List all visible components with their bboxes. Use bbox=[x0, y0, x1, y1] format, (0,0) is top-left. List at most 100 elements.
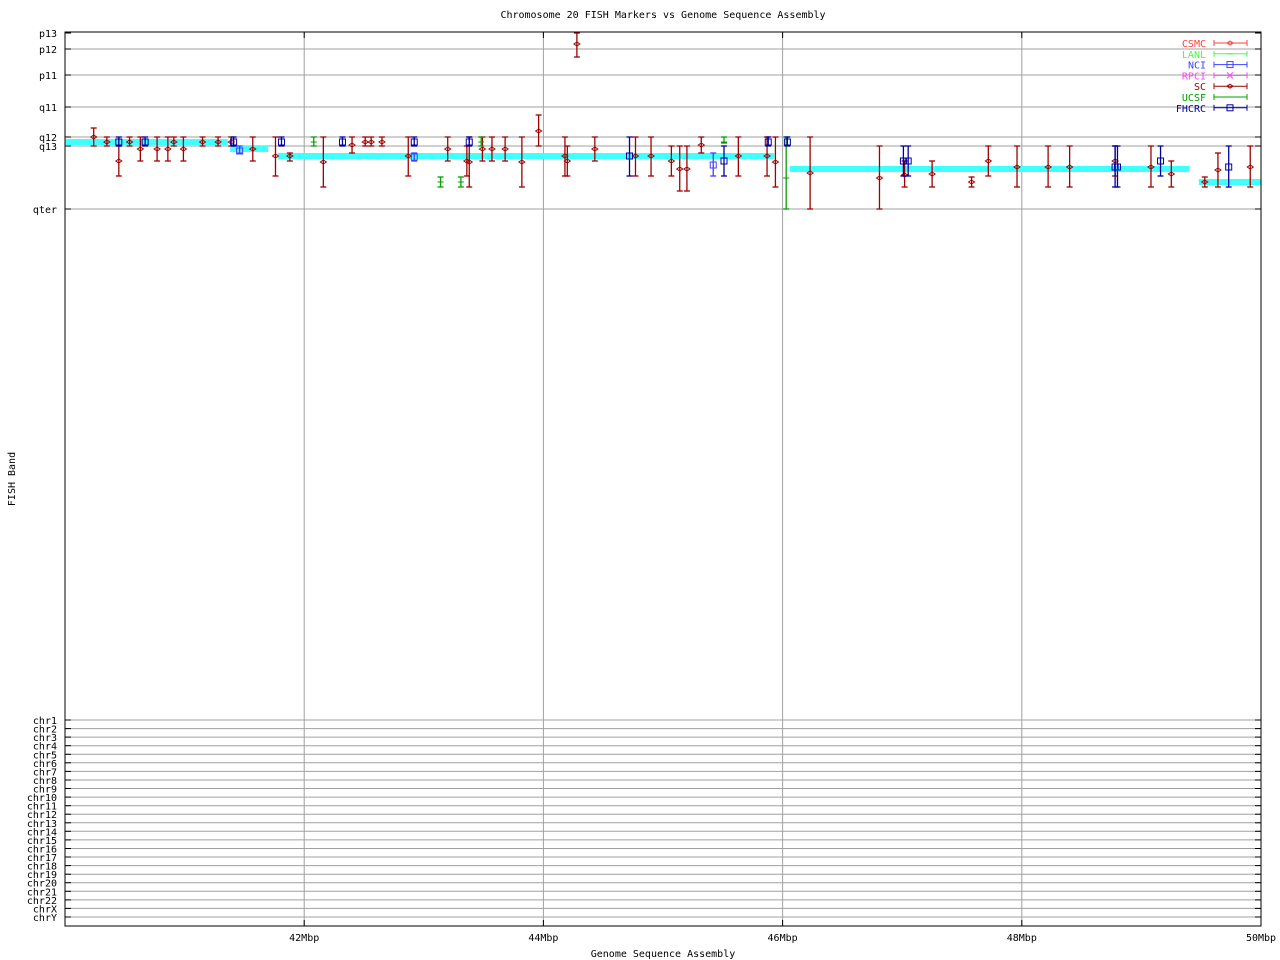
data-point bbox=[764, 136, 772, 147]
assembly-segment bbox=[65, 139, 228, 145]
point-marker bbox=[153, 146, 161, 152]
data-point bbox=[163, 136, 172, 162]
y-tick-label: q12 bbox=[39, 133, 57, 144]
series-fhcrc bbox=[115, 136, 1233, 188]
point-marker bbox=[271, 153, 280, 159]
point-marker bbox=[1214, 167, 1222, 173]
point-marker bbox=[572, 41, 581, 47]
data-point bbox=[534, 114, 543, 147]
data-point bbox=[179, 136, 188, 162]
data-point bbox=[102, 136, 111, 147]
legend-entry-csmc: CSMC bbox=[1182, 39, 1248, 50]
data-point bbox=[236, 145, 244, 155]
series-sc bbox=[89, 32, 1255, 210]
legend-label: RPCI bbox=[1182, 71, 1206, 82]
data-point bbox=[338, 136, 346, 147]
y-tick-label: chr7 bbox=[33, 767, 57, 778]
point-marker bbox=[465, 138, 473, 146]
point-marker bbox=[899, 157, 907, 165]
y-tick-label: p12 bbox=[39, 45, 57, 56]
legend-marker bbox=[1226, 40, 1234, 46]
data-point bbox=[404, 136, 413, 177]
point-marker bbox=[764, 138, 772, 146]
data-point bbox=[125, 136, 134, 147]
grid-lines bbox=[65, 32, 1261, 926]
y-tick-label: chr5 bbox=[33, 750, 57, 761]
legend-marker bbox=[1226, 104, 1234, 112]
data-point bbox=[271, 136, 280, 177]
legend-marker bbox=[1226, 61, 1234, 69]
data-point bbox=[89, 127, 98, 147]
point-marker bbox=[410, 153, 418, 161]
y-tick-label: chr2 bbox=[33, 725, 57, 736]
data-point bbox=[967, 176, 976, 188]
point-marker bbox=[102, 139, 111, 145]
y-tick-label: qter bbox=[33, 205, 57, 216]
y-tick-label: chr12 bbox=[27, 810, 57, 821]
point-marker bbox=[1065, 164, 1074, 170]
point-marker bbox=[967, 179, 976, 185]
data-point bbox=[900, 160, 909, 188]
point-marker bbox=[631, 153, 640, 159]
legend-entry-fhcrc: FHCRC bbox=[1176, 104, 1248, 115]
data-point bbox=[115, 136, 123, 147]
data-point bbox=[153, 136, 161, 162]
data-point bbox=[1167, 160, 1176, 188]
data-point bbox=[248, 136, 257, 162]
data-point bbox=[709, 152, 717, 177]
data-point bbox=[230, 136, 238, 147]
data-point bbox=[1200, 176, 1209, 188]
point-marker bbox=[517, 159, 526, 165]
point-marker bbox=[875, 175, 884, 181]
legend-label: SC bbox=[1194, 82, 1206, 93]
legend-label: NCI bbox=[1188, 61, 1206, 72]
point-marker bbox=[1044, 164, 1053, 170]
legend-label: LANL bbox=[1182, 50, 1206, 61]
point-marker bbox=[647, 153, 655, 159]
point-marker bbox=[277, 138, 285, 146]
y-tick-label: p13 bbox=[39, 29, 57, 40]
data-point bbox=[734, 136, 743, 177]
data-point bbox=[1225, 145, 1233, 188]
legend-label: FHCRC bbox=[1176, 104, 1206, 115]
point-marker bbox=[1246, 164, 1255, 170]
y-tick-label: chr13 bbox=[27, 819, 57, 830]
data-point bbox=[410, 136, 418, 147]
point-marker bbox=[125, 139, 134, 145]
data-point bbox=[875, 145, 884, 210]
point-marker bbox=[378, 139, 386, 145]
series-nci bbox=[236, 145, 717, 177]
y-tick-label: chr6 bbox=[33, 759, 57, 770]
point-marker bbox=[338, 138, 346, 146]
data-point bbox=[675, 145, 684, 192]
point-marker bbox=[89, 134, 98, 140]
plot-border bbox=[64, 31, 1262, 927]
point-marker bbox=[443, 146, 452, 152]
point-marker bbox=[563, 158, 572, 164]
data-point bbox=[114, 145, 123, 177]
y-tick-label: chr1 bbox=[33, 716, 57, 727]
point-marker bbox=[763, 153, 771, 159]
y-tick-label: q13 bbox=[39, 142, 57, 153]
data-point bbox=[285, 152, 294, 162]
data-point bbox=[771, 136, 780, 188]
y-tick-label: chr22 bbox=[27, 896, 57, 907]
y-tick-label: chr10 bbox=[27, 793, 57, 804]
y-tick-label: chr18 bbox=[27, 862, 57, 873]
point-marker bbox=[465, 159, 474, 165]
y-tick-label: chr4 bbox=[33, 742, 57, 753]
y-tick-label: chr3 bbox=[33, 733, 57, 744]
point-marker bbox=[163, 146, 172, 152]
x-tick-label: 44Mbp bbox=[528, 933, 558, 944]
point-marker bbox=[590, 146, 599, 152]
point-marker bbox=[319, 159, 328, 165]
data-point bbox=[1246, 145, 1255, 188]
assembly-segment bbox=[277, 153, 775, 159]
series-ucsf bbox=[310, 136, 790, 210]
point-marker bbox=[488, 146, 496, 152]
point-marker bbox=[720, 157, 728, 165]
data-point bbox=[904, 145, 912, 177]
data-point bbox=[277, 136, 285, 147]
y-axis-label: FISH Band bbox=[7, 452, 18, 506]
